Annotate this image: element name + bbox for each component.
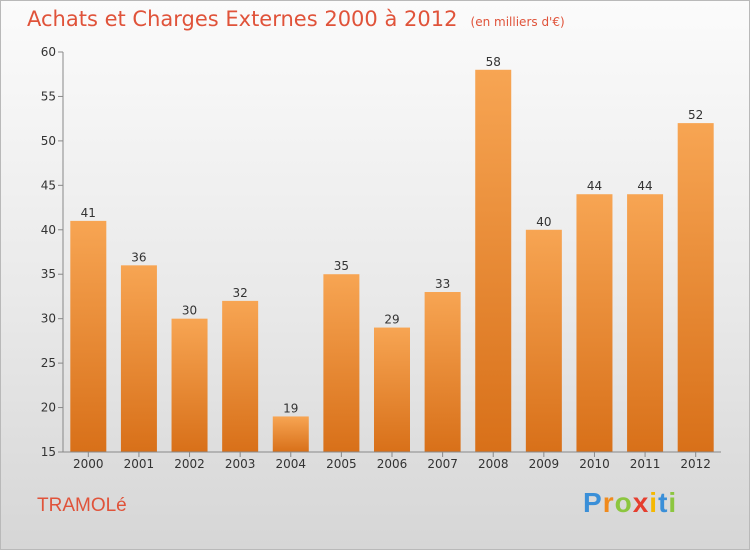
x-tick-label: 2005 xyxy=(326,457,357,471)
bar-value-label: 44 xyxy=(587,179,602,193)
x-tick-label: 2003 xyxy=(225,457,256,471)
bar-value-label: 36 xyxy=(131,250,146,264)
bar-2004[interactable] xyxy=(272,416,309,452)
chart-unit: (en milliers d'€) xyxy=(470,15,565,29)
bar-value-label: 44 xyxy=(637,179,652,193)
y-tick-label: 35 xyxy=(41,267,56,281)
y-tick-label: 55 xyxy=(41,89,56,103)
bar-2001[interactable] xyxy=(120,265,157,452)
logo-letter: o xyxy=(614,487,633,518)
x-tick-label: 2007 xyxy=(427,457,458,471)
chart-title: Achats et Charges Externes 2000 à 2012 xyxy=(27,7,458,31)
bar-2012[interactable] xyxy=(677,123,714,452)
bar-value-label: 58 xyxy=(486,55,501,69)
bar-2000[interactable] xyxy=(70,220,107,452)
x-tick-label: 2001 xyxy=(124,457,155,471)
commune-name: TRAMOLé xyxy=(37,495,127,516)
bar-value-label: 40 xyxy=(536,215,551,229)
proxiti-logo[interactable]: Proxiti xyxy=(583,487,677,519)
bar-value-label: 30 xyxy=(182,304,197,318)
bar-value-label: 33 xyxy=(435,277,450,291)
x-tick-label: 2012 xyxy=(680,457,711,471)
bar-value-label: 41 xyxy=(81,206,96,220)
bar-2008[interactable] xyxy=(475,69,512,453)
y-tick-label: 50 xyxy=(41,134,56,148)
logo-letter: P xyxy=(583,487,603,518)
bar-2011[interactable] xyxy=(627,194,664,452)
y-tick-label: 20 xyxy=(41,401,56,415)
y-tick-label: 15 xyxy=(41,445,56,459)
x-tick-label: 2002 xyxy=(174,457,205,471)
bar-value-label: 19 xyxy=(283,401,298,415)
logo-letter: r xyxy=(602,487,615,518)
y-tick-label: 60 xyxy=(41,45,56,59)
logo-letter: i xyxy=(668,487,678,518)
logo-letter: x xyxy=(632,487,650,518)
logo-letter: t xyxy=(658,487,669,518)
y-tick-label: 30 xyxy=(41,312,56,326)
bar-value-label: 32 xyxy=(233,286,248,300)
x-tick-label: 2011 xyxy=(630,457,661,471)
bar-value-label: 35 xyxy=(334,259,349,273)
y-tick-label: 25 xyxy=(41,356,56,370)
x-tick-label: 2000 xyxy=(73,457,104,471)
bar-2003[interactable] xyxy=(222,300,259,452)
y-tick-label: 45 xyxy=(41,178,56,192)
bar-value-label: 52 xyxy=(688,108,703,122)
y-tick-label: 40 xyxy=(41,223,56,237)
bar-2005[interactable] xyxy=(323,274,360,452)
chart-title-block: Achats et Charges Externes 2000 à 2012 (… xyxy=(27,7,565,31)
bar-2009[interactable] xyxy=(525,229,562,452)
x-tick-label: 2010 xyxy=(579,457,610,471)
x-tick-label: 2009 xyxy=(529,457,560,471)
x-tick-label: 2006 xyxy=(377,457,408,471)
bar-2007[interactable] xyxy=(424,292,461,452)
x-tick-label: 2004 xyxy=(275,457,306,471)
logo-letter: i xyxy=(649,487,659,518)
bar-value-label: 29 xyxy=(384,313,399,327)
bar-2010[interactable] xyxy=(576,194,613,452)
bar-2002[interactable] xyxy=(171,318,208,452)
bar-2006[interactable] xyxy=(374,327,410,452)
x-tick-label: 2008 xyxy=(478,457,509,471)
